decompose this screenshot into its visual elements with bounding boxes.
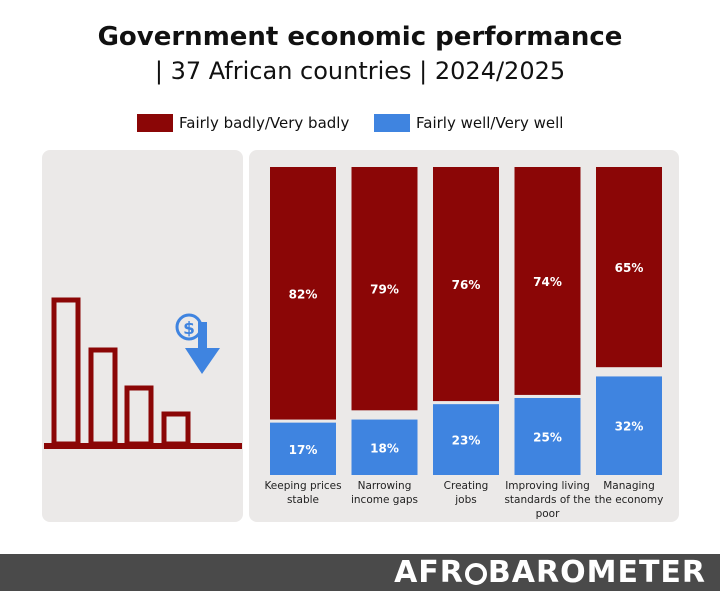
logo-globe-icon (464, 563, 487, 585)
data-label-good-4: 32% (615, 420, 644, 434)
category-label-2-1: jobs (454, 494, 476, 506)
legend-swatch-good (374, 114, 410, 132)
legend-swatch-bad (137, 114, 173, 132)
data-label-bad-2: 76% (452, 278, 481, 292)
legend-label-good: Fairly well/Very well (416, 114, 564, 132)
data-label-good-1: 18% (370, 441, 399, 455)
legend-label-bad: Fairly badly/Very badly (179, 114, 350, 132)
bar-good-1 (351, 419, 418, 475)
category-label-1-0: Narrowing (358, 480, 412, 492)
chart-subtitle: | 37 African countries | 2024/2025 (154, 57, 566, 85)
chart-title: Government economic performance (97, 22, 623, 52)
logo-text-end: BAROMETER (487, 555, 706, 590)
data-label-good-2: 23% (452, 434, 481, 448)
category-label-0-1: stable (287, 494, 319, 506)
bar-good-4 (596, 376, 662, 475)
data-label-bad-0: 82% (289, 287, 318, 301)
bar-good-0 (270, 422, 336, 475)
category-label-3-1: standards of the (504, 494, 590, 506)
legend-item-good: Fairly well/Very well (374, 112, 563, 134)
data-label-bad-3: 74% (533, 275, 562, 289)
dollar-down-arrow-icon: $ (175, 313, 220, 374)
declining-bar-chart-icon: $ (44, 297, 242, 449)
afrobarometer-logo: AFR BAROMETER (394, 555, 706, 590)
category-label-4-0: Managing (603, 480, 655, 492)
bar-bad-0 (270, 167, 336, 420)
bar-bad-4 (596, 167, 662, 368)
category-label-3-2: poor (536, 508, 561, 520)
bar-bad-1 (351, 167, 418, 411)
data-label-bad-4: 65% (615, 261, 644, 275)
bar-good-3 (514, 398, 581, 475)
illustration-panel: $ (42, 150, 243, 522)
category-label-2-0: Creating (444, 480, 489, 492)
footer-bar (0, 554, 720, 591)
bar-good-2 (433, 404, 499, 475)
data-label-bad-1: 79% (370, 283, 399, 297)
svg-text:$: $ (183, 319, 195, 339)
bar-bad-2 (433, 167, 499, 402)
data-label-good-0: 17% (289, 443, 318, 457)
data-label-good-3: 25% (533, 431, 562, 445)
stacked-bar-chart: 82% 17% Keeping prices stable 79% 18% Narrowin… (264, 167, 664, 520)
category-label-0-0: Keeping prices (264, 480, 341, 492)
category-label-1-1: income gaps (351, 494, 418, 506)
category-label-4-1: the economy (595, 494, 664, 506)
legend-item-bad: Fairly badly/Very badly (137, 112, 349, 134)
bar-bad-3 (514, 167, 581, 395)
category-label-3-0: Improving living (505, 480, 590, 492)
logo-text-start: AFR (394, 555, 464, 590)
